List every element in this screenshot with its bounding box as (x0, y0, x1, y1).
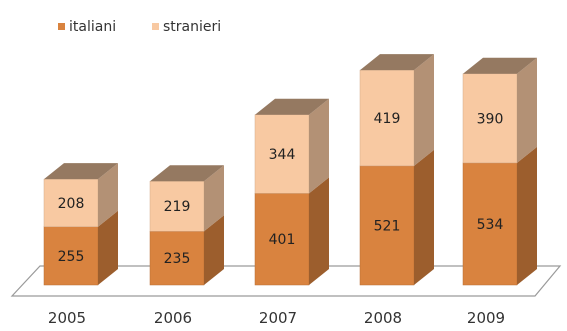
bar-top-2007 (255, 98, 329, 115)
bar-italiani-2005 (43, 226, 99, 286)
bar-side-stranieri-2006 (204, 165, 224, 232)
bar-top-2005 (44, 163, 118, 180)
bar-stranieri-2008 (359, 69, 415, 167)
value-label-stranieri-2009: 390 (477, 111, 504, 127)
bar-side-italiani-2005 (98, 210, 118, 285)
bar-side-stranieri-2005 (98, 163, 118, 227)
bar-side-stranieri-2008 (414, 54, 434, 166)
bar-italiani-2009 (462, 162, 518, 286)
legend-swatch-stranieri (152, 23, 159, 30)
bar-side-italiani-2007 (309, 177, 329, 285)
bar-top-2006 (150, 165, 224, 182)
value-label-stranieri-2007: 344 (269, 147, 296, 163)
value-label-stranieri-2005: 208 (58, 196, 85, 212)
x-tick-label-2007: 2007 (259, 309, 297, 327)
bar-top-2008 (360, 54, 434, 71)
bar-side-stranieri-2009 (517, 57, 537, 163)
legend-swatch-italiani (58, 23, 65, 30)
value-label-italiani-2006: 235 (164, 251, 191, 267)
bar-italiani-2006 (149, 231, 205, 286)
value-label-italiani-2009: 534 (477, 217, 504, 233)
bar-side-italiani-2009 (517, 146, 537, 285)
bar-italiani-2007 (254, 193, 310, 286)
x-tick-label-2008: 2008 (364, 309, 402, 327)
value-label-stranieri-2008: 419 (374, 111, 401, 127)
legend-label-stranieri: stranieri (163, 19, 221, 35)
bar-side-stranieri-2007 (309, 98, 329, 194)
value-label-stranieri-2006: 219 (164, 199, 191, 215)
bar-side-italiani-2008 (414, 149, 434, 285)
x-tick-label-2009: 2009 (467, 309, 505, 327)
legend-label-italiani: italiani (69, 19, 116, 35)
bar-italiani-2008 (359, 165, 415, 286)
x-tick-label-2006: 2006 (154, 309, 192, 327)
bar-stranieri-2009 (462, 73, 518, 164)
value-label-italiani-2008: 521 (374, 218, 401, 234)
value-label-italiani-2005: 255 (58, 249, 85, 265)
bar-side-italiani-2006 (204, 215, 224, 285)
x-tick-label-2005: 2005 (48, 309, 86, 327)
value-label-italiani-2007: 401 (269, 232, 296, 248)
bar-top-2009 (463, 57, 537, 74)
